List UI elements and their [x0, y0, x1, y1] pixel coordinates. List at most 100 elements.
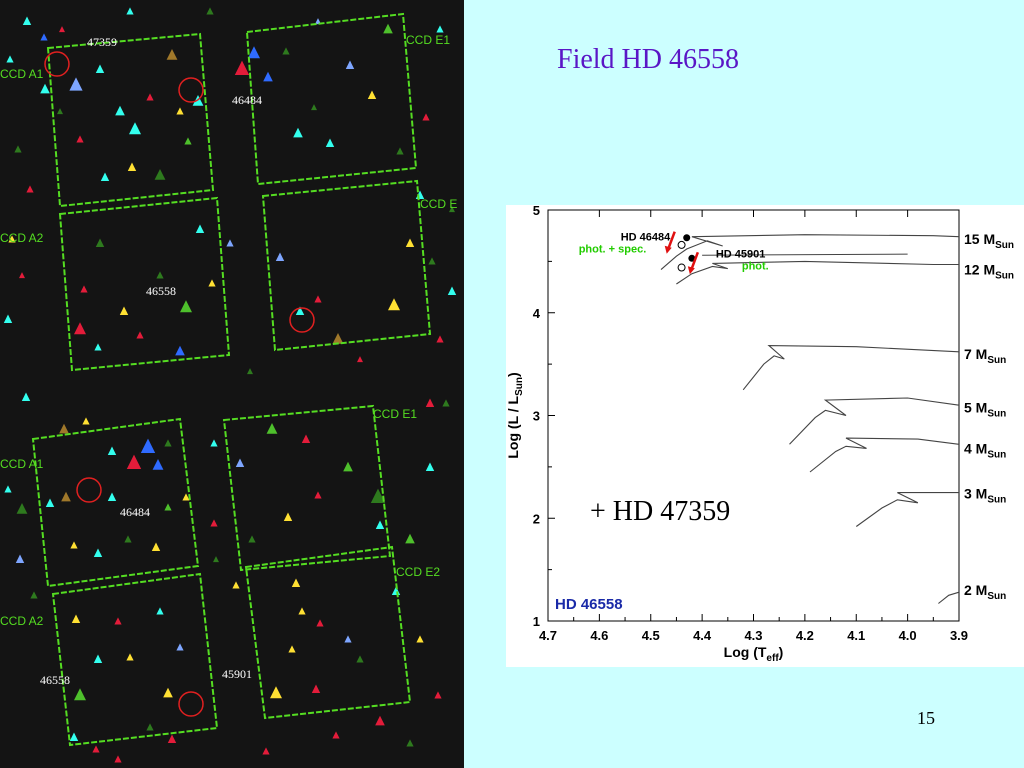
star-marker	[22, 16, 32, 25]
star-marker	[151, 542, 161, 551]
evolutionary-track	[676, 260, 959, 285]
star-marker	[425, 398, 435, 407]
star-point-open	[677, 263, 686, 272]
star-marker	[316, 619, 324, 627]
star-marker	[163, 687, 173, 698]
ccd-frame	[244, 545, 412, 720]
star-marker	[232, 581, 240, 589]
star-marker	[442, 399, 450, 407]
star-marker	[182, 493, 190, 501]
star-marker	[156, 607, 164, 615]
star-point-filled	[683, 234, 691, 242]
star-name-label: HD 46484	[621, 232, 671, 244]
star-marker	[434, 691, 442, 699]
star-marker	[95, 238, 105, 247]
star-marker	[146, 93, 154, 101]
star-marker	[16, 502, 28, 514]
ccd-frame	[222, 404, 392, 572]
x-tick-label: 4.5	[642, 628, 660, 643]
star-marker	[93, 548, 103, 557]
star-marker	[428, 257, 436, 265]
star-marker	[235, 458, 245, 467]
star-marker	[126, 7, 134, 15]
star-marker	[248, 46, 260, 59]
star-marker	[114, 617, 122, 625]
ccd-frame	[31, 417, 200, 588]
field-image-top	[0, 0, 464, 385]
star-marker	[283, 512, 293, 521]
star-point-open	[677, 240, 686, 249]
star-marker	[140, 438, 156, 454]
star-marker	[345, 60, 355, 69]
star-marker	[107, 492, 117, 501]
star-marker	[129, 122, 141, 135]
star-marker	[375, 520, 385, 529]
track-label-sub: Sun	[987, 495, 1006, 506]
target-circle	[76, 477, 102, 503]
star-marker	[291, 578, 301, 587]
star-marker	[436, 25, 444, 33]
star-method-label: phot. + spec.	[579, 244, 647, 256]
star-marker	[248, 535, 256, 543]
track-label-sub: Sun	[987, 355, 1006, 366]
star-marker	[311, 104, 317, 111]
x-axis-label-sub: eff	[766, 653, 779, 664]
arrow-head-icon	[664, 245, 672, 254]
x-tick-label: 4.4	[693, 628, 712, 643]
star-marker	[293, 127, 303, 138]
star-marker	[383, 23, 393, 34]
x-tick-label: 4.3	[744, 628, 762, 643]
star-marker	[119, 306, 129, 315]
target-circle	[178, 691, 204, 717]
star-marker	[80, 285, 88, 293]
star-marker	[57, 108, 63, 115]
track-label-sub: Sun	[987, 449, 1006, 460]
star-marker	[447, 286, 457, 295]
y-tick-label: 1	[533, 614, 540, 629]
track-label-sub: Sun	[987, 408, 1006, 419]
y-tick-label: 3	[533, 409, 540, 424]
star-label: 46558	[146, 284, 176, 298]
track-label-sub: Sun	[995, 240, 1014, 251]
x-axis-label-tail: )	[779, 644, 784, 660]
ccd-label: CCD E	[420, 197, 457, 211]
x-tick-label: 4.2	[796, 628, 814, 643]
evolutionary-track	[742, 345, 960, 391]
star-marker	[314, 491, 322, 499]
y-axis-label-sub: Sun	[514, 377, 525, 396]
arrow-head-icon	[687, 266, 695, 275]
star-marker	[92, 745, 100, 753]
x-tick-label: 4.6	[590, 628, 608, 643]
evolutionary-track	[660, 234, 960, 271]
star-marker	[247, 368, 253, 375]
hr-field-label: HD 46558	[555, 596, 623, 613]
star-marker	[114, 755, 122, 763]
hr-diagram-panel	[506, 205, 1024, 667]
star-marker	[270, 686, 282, 699]
star-marker	[166, 48, 178, 60]
star-marker	[406, 739, 414, 747]
star-marker	[69, 732, 79, 741]
star-method-label: phot.	[742, 260, 769, 272]
star-marker	[226, 239, 234, 247]
star-label: 46558	[40, 673, 70, 687]
star-marker	[76, 135, 84, 143]
track-label-sub: Sun	[987, 591, 1006, 602]
star-marker	[422, 113, 430, 121]
target-circle	[178, 77, 204, 103]
star-marker	[262, 747, 270, 755]
y-tick-label: 4	[533, 306, 541, 321]
star-marker	[70, 541, 78, 549]
star-marker	[332, 731, 340, 739]
star-marker	[3, 314, 13, 323]
x-tick-label: 4.7	[539, 628, 557, 643]
star-marker	[15, 554, 25, 563]
star-marker	[234, 60, 250, 76]
ccd-label: CCD E2	[396, 565, 440, 579]
star-marker	[19, 272, 25, 279]
star-marker	[59, 26, 65, 33]
star-marker	[367, 90, 377, 99]
arrow-icon	[667, 231, 676, 249]
star-marker	[195, 224, 205, 233]
